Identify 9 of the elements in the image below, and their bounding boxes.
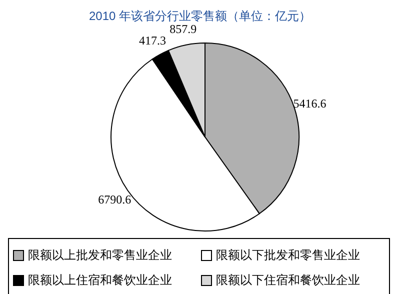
legend-label: 限额以上批发和零售业企业	[28, 247, 172, 264]
legend-label: 限额以下住宿和餐饮业企业	[216, 272, 360, 289]
chart-title: 2010 年该省分行业零售额（单位：亿元）	[88, 8, 312, 24]
data-label: 5416.6	[293, 96, 326, 111]
data-label: 857.9	[170, 22, 197, 36]
legend-label: 限额以下批发和零售业企业	[216, 247, 360, 264]
data-label: 417.3	[139, 33, 166, 48]
data-label: 6790.6	[98, 192, 132, 207]
legend-label: 限额以上住宿和餐饮业企业	[28, 272, 172, 289]
